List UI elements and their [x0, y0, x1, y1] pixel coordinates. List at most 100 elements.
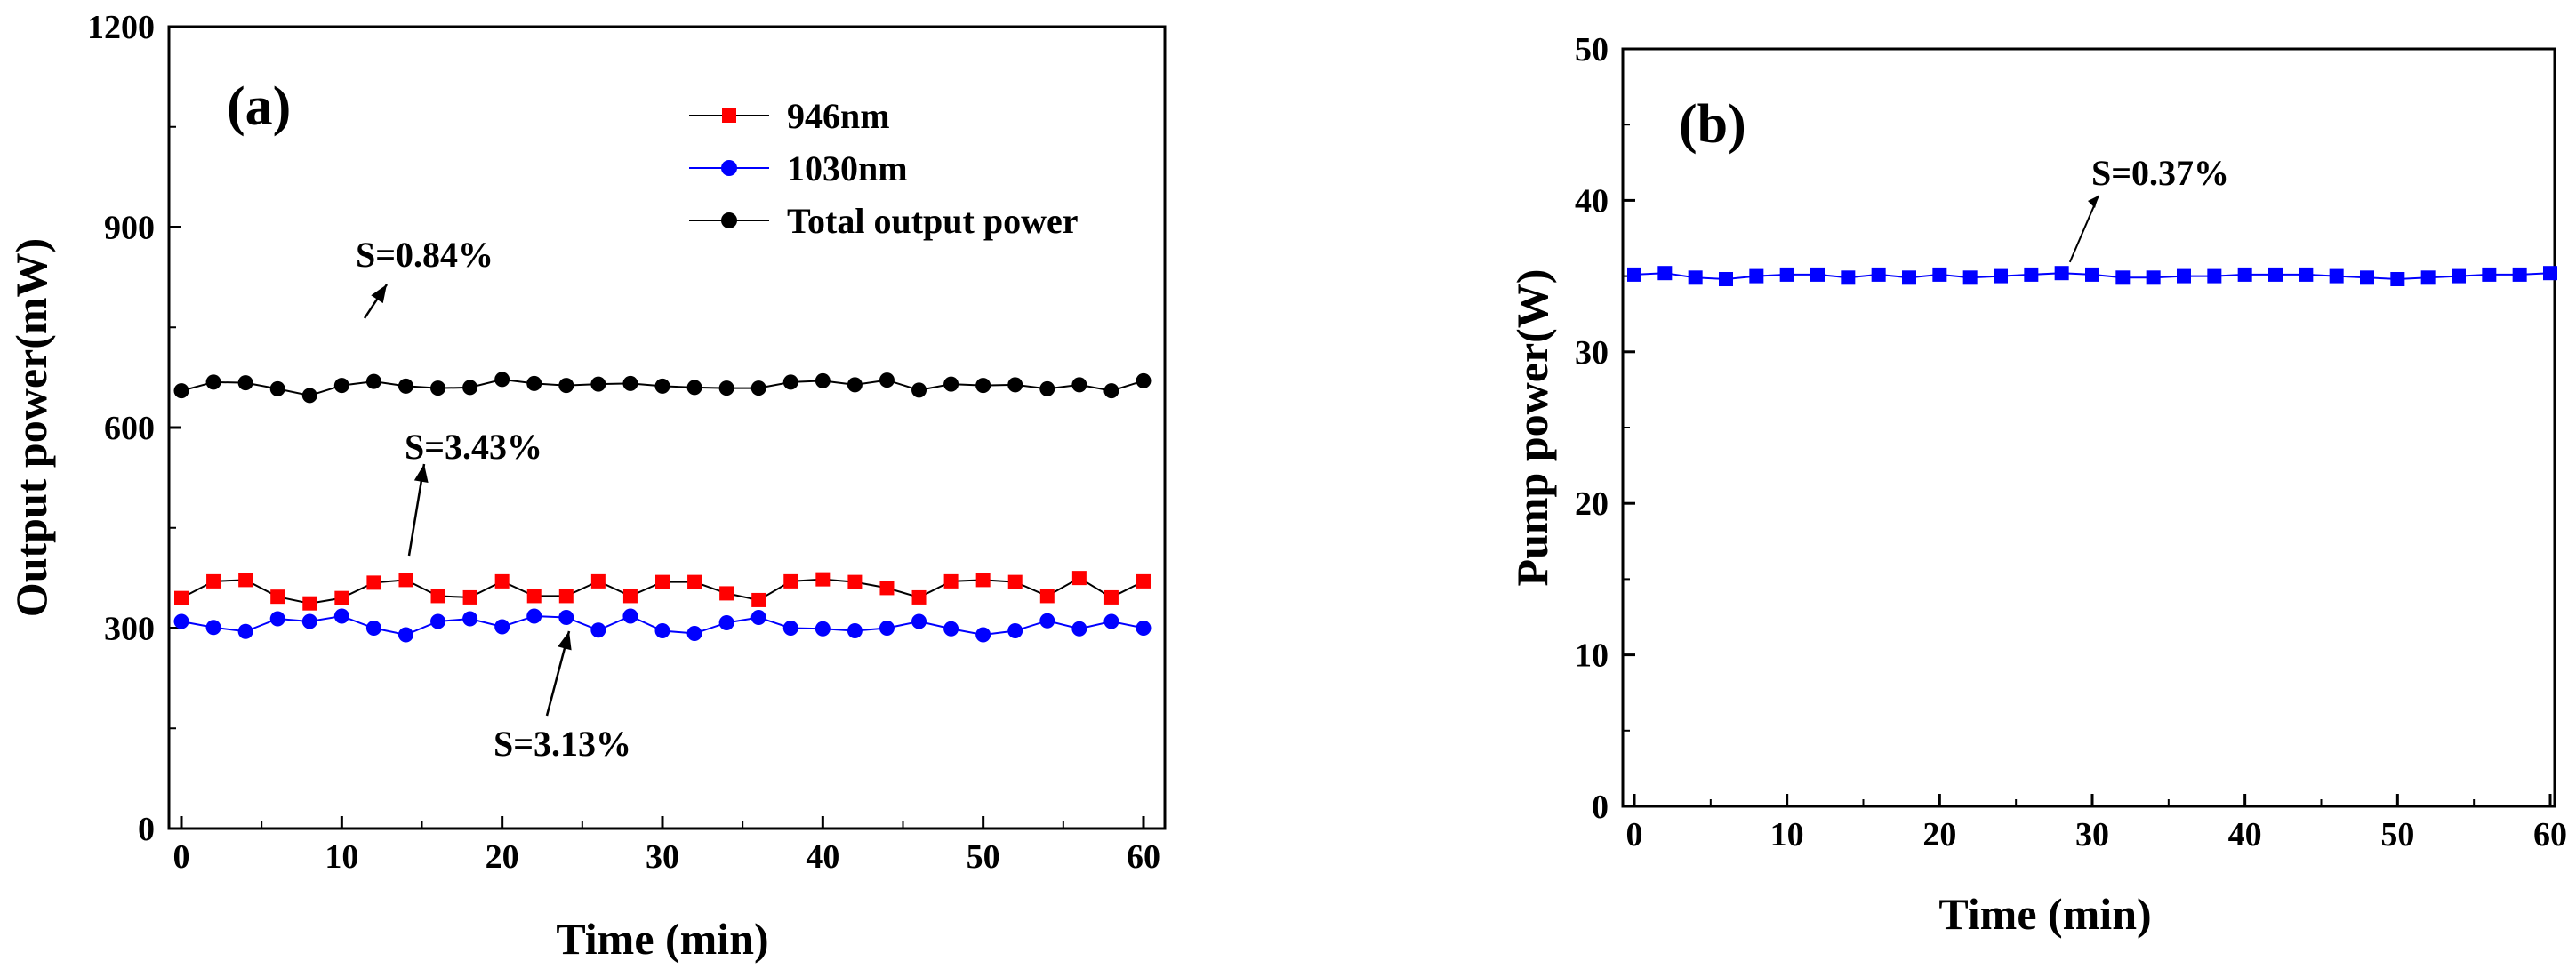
data-point-pump-power — [1841, 270, 1856, 285]
panel-label-b: (b) — [1679, 94, 1746, 155]
data-point-total-output-power — [943, 376, 959, 392]
data-point-1030nm — [718, 614, 734, 630]
y-axis-title-b: Pump power(W) — [1507, 269, 1557, 587]
x-tick-label: 10 — [1770, 816, 1804, 853]
data-point-total-output-power — [718, 380, 734, 396]
data-point-pump-power — [1749, 268, 1764, 284]
data-point-pump-power — [1902, 270, 1916, 285]
data-point-total-output-power — [750, 380, 766, 396]
data-point-946nm — [655, 574, 670, 589]
data-point-1030nm — [173, 613, 189, 629]
data-point-total-output-power — [1136, 372, 1152, 388]
data-point-946nm — [1103, 589, 1119, 605]
data-point-pump-power — [2054, 266, 2069, 281]
data-point-total-output-power — [205, 374, 221, 390]
data-point-pump-power — [2543, 266, 2557, 281]
data-point-1030nm — [815, 621, 831, 637]
x-tick-label: 50 — [2380, 816, 2414, 853]
annotation-label: S=0.37% — [2091, 153, 2229, 193]
data-point-pump-power — [1871, 267, 1886, 282]
x-axis-ticks-a: 0 10 20 30 40 50 60 — [173, 816, 1160, 876]
data-point-pump-power — [2237, 267, 2252, 282]
data-point-1030nm — [1007, 623, 1023, 639]
data-point-total-output-power — [911, 382, 927, 398]
data-point-pump-power — [2329, 268, 2344, 284]
data-point-total-output-power — [1007, 377, 1023, 393]
plot-frame-a — [167, 25, 1167, 830]
legend-marker-946nm — [722, 108, 736, 123]
x-tick-label: 0 — [173, 838, 190, 876]
data-point-total-output-power — [1103, 383, 1119, 399]
data-point-pump-power — [2390, 272, 2405, 287]
annotation-arrowhead — [558, 631, 572, 651]
data-point-946nm — [462, 589, 477, 605]
data-point-1030nm — [943, 621, 959, 637]
data-point-pump-power — [2146, 270, 2161, 285]
annotation-arrowhead — [371, 284, 387, 304]
annotations-a: S=0.84% S=3.43% S=3.13% — [356, 235, 631, 764]
data-point-pump-power — [1810, 267, 1825, 282]
data-point-1030nm — [397, 627, 413, 643]
data-point-946nm — [1136, 573, 1151, 589]
data-point-total-output-power — [590, 376, 606, 392]
data-point-total-output-power — [879, 372, 895, 388]
data-point-946nm — [174, 590, 189, 605]
data-point-1030nm — [654, 623, 670, 639]
data-point-total-output-power — [301, 388, 317, 404]
legend-a: 946nm 1030nm Total output power — [689, 96, 1078, 241]
data-point-pump-power — [2420, 270, 2436, 285]
data-point-total-output-power — [1039, 380, 1055, 396]
x-tick-label: 10 — [325, 838, 358, 876]
data-point-1030nm — [494, 619, 510, 635]
data-point-1030nm — [237, 623, 253, 639]
data-point-946nm — [1039, 589, 1055, 604]
data-point-946nm — [975, 573, 991, 588]
data-point-946nm — [1071, 571, 1087, 586]
annotation-label: S=0.84% — [356, 235, 494, 275]
legend-item-1030nm: 1030nm — [689, 148, 908, 188]
data-point-1030nm — [750, 609, 766, 625]
data-point-1030nm — [782, 621, 798, 636]
data-point-1030nm — [622, 608, 638, 624]
data-point-total-output-power — [494, 372, 510, 388]
panel-label-a: (a) — [227, 76, 291, 137]
data-point-total-output-power — [782, 374, 798, 390]
data-point-1030nm — [365, 621, 381, 636]
data-point-total-output-power — [815, 372, 831, 388]
data-point-pump-power — [2177, 268, 2191, 284]
data-point-total-output-power — [430, 380, 446, 396]
x-tick-label: 0 — [1626, 816, 1643, 853]
data-point-946nm — [943, 573, 959, 589]
series-a — [173, 372, 1152, 643]
data-point-total-output-power — [397, 378, 413, 394]
data-point-946nm — [526, 589, 542, 604]
data-point-total-output-power — [847, 377, 863, 393]
x-axis-ticks-b: 0 10 20 30 40 50 60 — [1626, 794, 2567, 853]
data-point-946nm — [815, 572, 831, 587]
legend-label-946nm: 946nm — [787, 96, 890, 136]
data-point-total-output-power — [173, 383, 189, 399]
data-point-946nm — [206, 573, 221, 589]
y-tick-label: 10 — [1575, 637, 1609, 675]
legend-marker-total — [721, 212, 737, 228]
series-b — [1627, 266, 2557, 287]
data-point-total-output-power — [462, 380, 478, 396]
data-point-total-output-power — [622, 375, 638, 391]
data-point-1030nm — [1103, 613, 1119, 629]
annotation-label: S=3.13% — [494, 724, 631, 764]
data-point-pump-power — [1932, 267, 1947, 282]
panel-b: 0 10 20 30 40 50 60 0 10 20 30 40 50 S=0.37% (b) Ti… — [1507, 31, 2567, 939]
data-point-pump-power — [2512, 267, 2527, 282]
y-tick-label: 300 — [104, 611, 155, 648]
data-point-1030nm — [430, 613, 446, 629]
x-tick-label: 60 — [2533, 816, 2567, 853]
data-point-1030nm — [847, 623, 863, 639]
x-tick-label: 40 — [2228, 816, 2262, 853]
data-point-total-output-power — [975, 378, 991, 394]
data-point-pump-power — [1627, 267, 1641, 282]
data-point-946nm — [879, 581, 895, 596]
x-tick-label: 60 — [1127, 838, 1160, 876]
data-point-total-output-power — [365, 373, 381, 389]
data-point-pump-power — [2360, 270, 2374, 285]
